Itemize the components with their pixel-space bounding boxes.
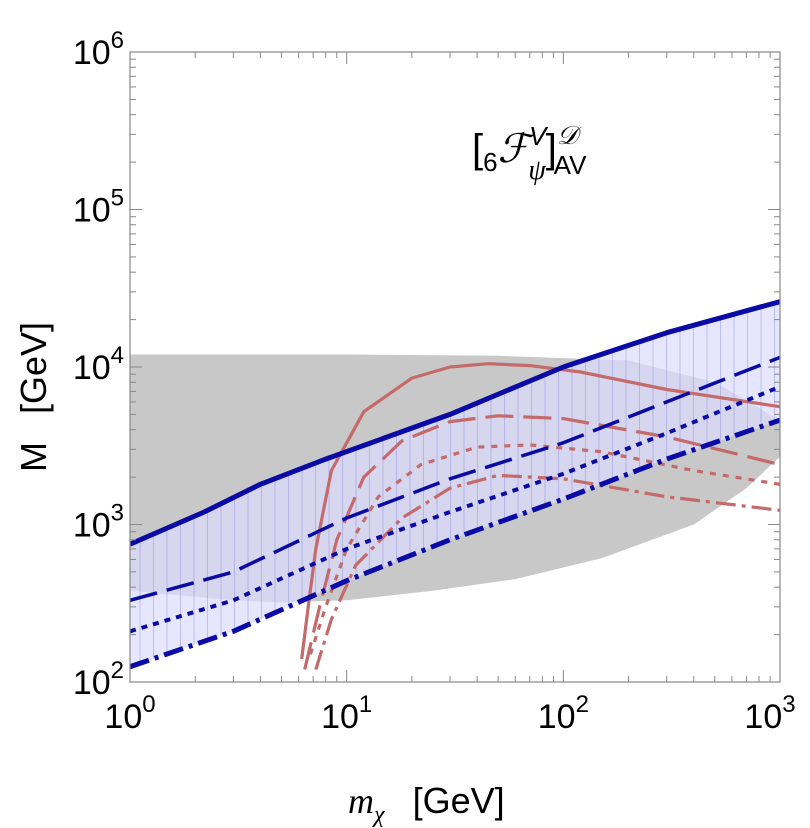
red-line-dash-dot	[314, 473, 780, 670]
blue-line-dash-dot	[130, 417, 780, 670]
plot-area	[130, 299, 780, 670]
blue-line-solid	[130, 299, 780, 547]
y-tick-label: 106	[73, 27, 124, 72]
y-axis-label: M[GeV]	[13, 322, 54, 472]
y-tick-label: 105	[73, 185, 124, 230]
blue-line-long-dash	[130, 355, 780, 602]
red-line-solid	[300, 362, 780, 660]
x-tick-label: 103	[744, 691, 795, 736]
axis-ticks	[129, 52, 780, 683]
tick-labels: 100 101 102 103 102 103 104 105 106	[73, 27, 796, 736]
red-line-long-dash	[303, 414, 780, 670]
y-tick-label: 102	[73, 657, 124, 702]
x-tick-label: 102	[538, 691, 589, 736]
y-tick-label: 104	[73, 342, 124, 387]
band-hatching	[139, 303, 775, 664]
plot-label: [6ℱV ψ]𝒟 AV	[472, 121, 587, 186]
x-axis-label: mχ [GeV]	[348, 780, 505, 828]
red-line-short-dash	[308, 443, 780, 655]
y-tick-label: 103	[73, 500, 124, 545]
x-tick-label: 101	[321, 691, 372, 736]
x-tick-label: 100	[104, 691, 155, 736]
